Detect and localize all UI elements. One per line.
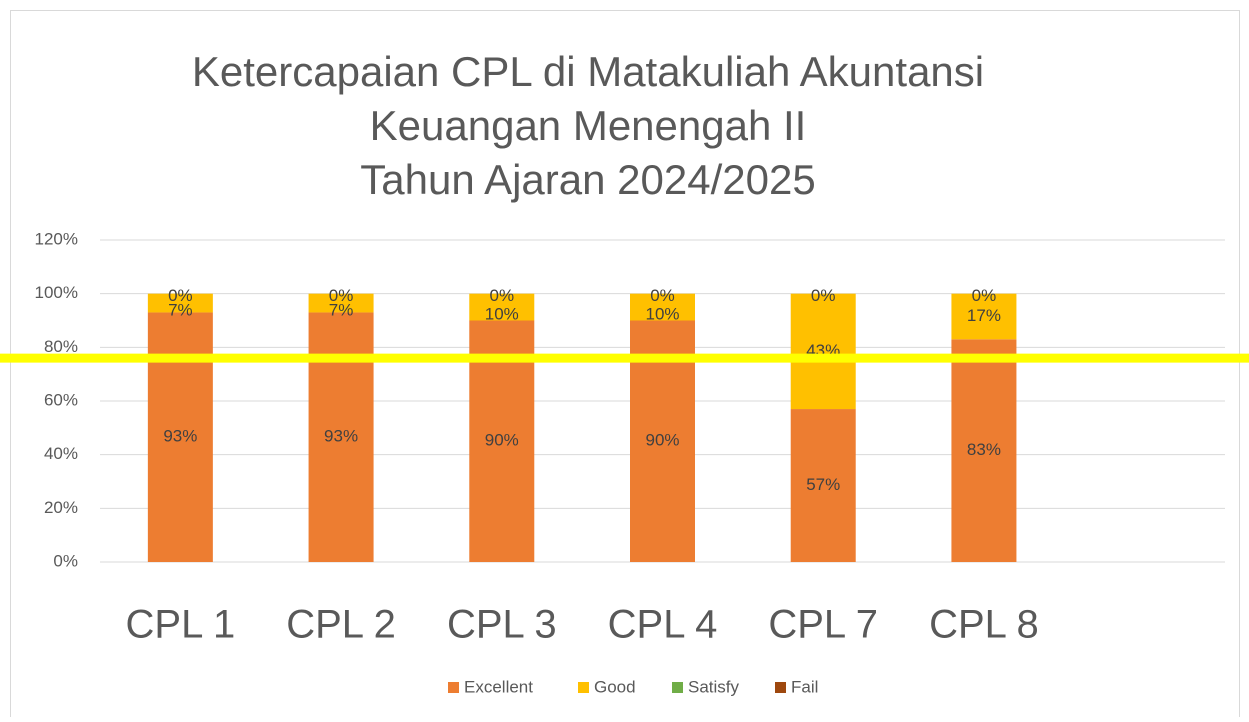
y-tick-label: 40% [44,444,78,463]
bar-segment [790,293,856,410]
legend-swatch [448,682,459,693]
bar-segment [951,339,1017,562]
data-label: 17% [967,306,1001,325]
data-label: 0% [650,286,675,305]
bar-segment [790,409,856,562]
data-label: 10% [485,305,519,324]
y-tick-label: 100% [35,283,78,302]
data-label: 93% [163,427,197,446]
bar-segment [951,293,1017,340]
data-label: 0% [329,286,354,305]
data-label: 7% [168,301,193,320]
chart-title: Keuangan Menengah II [370,102,807,149]
x-tick-label: CPL 7 [768,603,878,647]
y-tick-label: 120% [35,229,78,248]
data-label: 83% [967,440,1001,459]
chart-title: Ketercapaian CPL di Matakuliah Akuntansi [192,48,984,95]
legend-swatch [672,682,683,693]
data-label: 0% [811,286,836,305]
x-tick-label: CPL 2 [286,603,396,647]
data-label: 0% [489,286,514,305]
legend-swatch [775,682,786,693]
bar-segment [308,293,374,313]
legend-label: Fail [791,677,818,696]
data-label: 90% [485,431,519,450]
legend-swatch [578,682,589,693]
data-label: 10% [645,305,679,324]
bar-segment [469,293,535,321]
data-label: 57% [806,475,840,494]
legend-label: Good [594,677,636,696]
x-tick-label: CPL 1 [126,603,236,647]
y-tick-label: 60% [44,390,78,409]
bar-segment [147,293,213,313]
x-tick-label: CPL 4 [608,603,718,647]
y-tick-label: 20% [44,498,78,517]
y-tick-label: 80% [44,337,78,356]
chart-title: Tahun Ajaran 2024/2025 [360,156,815,203]
data-label: 0% [168,286,193,305]
legend-label: Excellent [464,677,533,696]
y-tick-label: 0% [53,551,78,570]
data-label: 93% [324,427,358,446]
bar-segment [630,293,695,321]
x-tick-label: CPL 3 [447,603,557,647]
chart-border [10,10,1240,722]
data-label: 90% [645,431,679,450]
legend-label: Satisfy [688,677,740,696]
data-label: 7% [329,301,354,320]
x-tick-label: CPL 8 [929,603,1039,647]
data-label: 0% [972,286,997,305]
